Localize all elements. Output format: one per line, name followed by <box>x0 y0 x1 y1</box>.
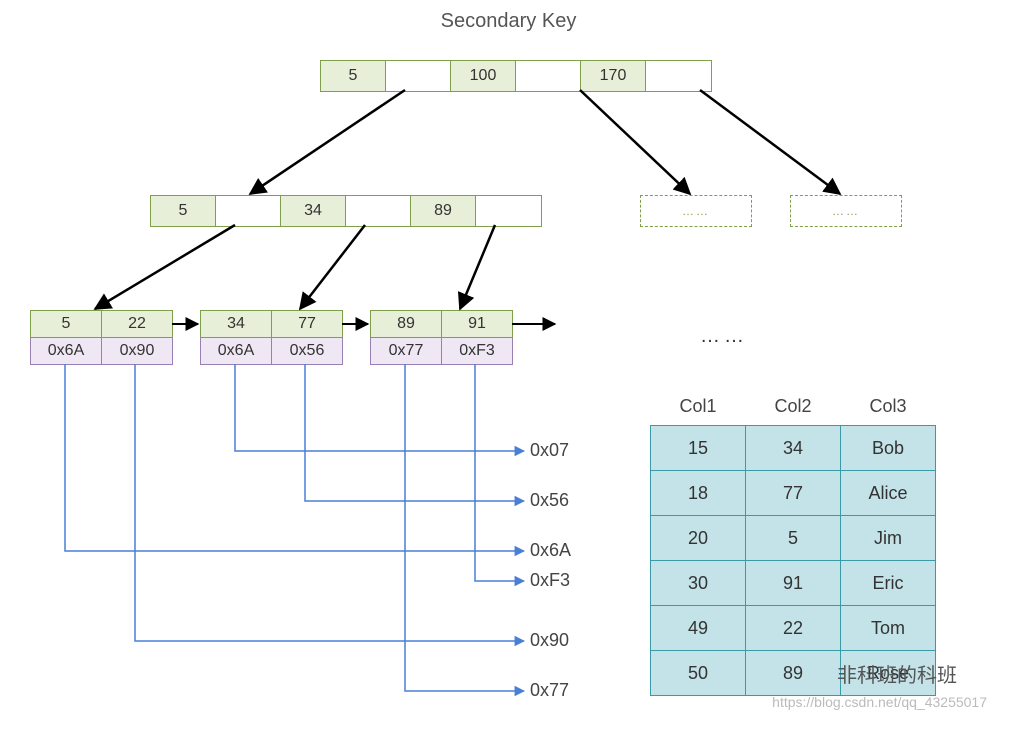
node-cell <box>346 196 411 226</box>
table-cell: 5 <box>746 516 841 561</box>
table-row: 3091Eric <box>651 561 936 606</box>
address-label: 0x6A <box>530 540 571 561</box>
address-label: 0xF3 <box>530 570 570 591</box>
table-cell: 50 <box>651 651 746 696</box>
leaf-key: 22 <box>102 311 172 337</box>
node-cell <box>386 61 451 91</box>
table-row: 4922Tom <box>651 606 936 651</box>
table-cell: 89 <box>746 651 841 696</box>
table-cell: Eric <box>841 561 936 606</box>
table-row: 1534Bob <box>651 426 936 471</box>
node-cell: 170 <box>581 61 646 91</box>
node-cell <box>216 196 281 226</box>
table-header: Col2 <box>746 388 841 426</box>
address-label: 0x77 <box>530 680 569 701</box>
node-cell: 5 <box>151 196 216 226</box>
address-label: 0x56 <box>530 490 569 511</box>
table-cell: 77 <box>746 471 841 516</box>
table-header: Col3 <box>841 388 936 426</box>
leaf-addr: 0xF3 <box>442 338 512 364</box>
address-label: 0x90 <box>530 630 569 651</box>
placeholder-node: …… <box>790 195 902 227</box>
node-cell: 5 <box>321 61 386 91</box>
node-cell: 100 <box>451 61 516 91</box>
leaf-ellipsis: …… <box>700 325 748 348</box>
table-cell: 22 <box>746 606 841 651</box>
level2-node: 5 34 89 <box>150 195 542 227</box>
table-cell: 34 <box>746 426 841 471</box>
table-row: 205Jim <box>651 516 936 561</box>
diagram-title: Secondary Key <box>441 10 577 33</box>
address-label: 0x07 <box>530 440 569 461</box>
table-cell: 30 <box>651 561 746 606</box>
leaf-addr: 0x77 <box>371 338 442 364</box>
node-cell: 34 <box>281 196 346 226</box>
watermark-wechat: 非科班的科班 <box>837 659 957 688</box>
leaf-addr: 0x56 <box>272 338 342 364</box>
table-cell: Tom <box>841 606 936 651</box>
table-cell: 20 <box>651 516 746 561</box>
leaf-key: 34 <box>201 311 272 337</box>
leaf-key: 89 <box>371 311 442 337</box>
placeholder-node: …… <box>640 195 752 227</box>
table-cell: Bob <box>841 426 936 471</box>
table-header: Col1 <box>651 388 746 426</box>
leaf-addr: 0x6A <box>31 338 102 364</box>
table-row: 1877Alice <box>651 471 936 516</box>
table-cell: 15 <box>651 426 746 471</box>
table-cell: Jim <box>841 516 936 561</box>
node-cell <box>476 196 541 226</box>
node-cell: 89 <box>411 196 476 226</box>
leaf-node: 34770x6A0x56 <box>200 310 343 365</box>
table-cell: Alice <box>841 471 936 516</box>
leaf-addr: 0x6A <box>201 338 272 364</box>
leaf-addr: 0x90 <box>102 338 172 364</box>
table-cell: 49 <box>651 606 746 651</box>
leaf-key: 91 <box>442 311 512 337</box>
leaf-node: 89910x770xF3 <box>370 310 513 365</box>
leaf-key: 77 <box>272 311 342 337</box>
table-cell: 91 <box>746 561 841 606</box>
leaf-key: 5 <box>31 311 102 337</box>
root-node: 5 100 170 <box>320 60 712 92</box>
node-cell <box>516 61 581 91</box>
data-table: Col1Col2Col31534Bob1877Alice205Jim3091Er… <box>650 388 936 696</box>
table-cell: 18 <box>651 471 746 516</box>
leaf-node: 5220x6A0x90 <box>30 310 173 365</box>
node-cell <box>646 61 711 91</box>
watermark-url: https://blog.csdn.net/qq_43255017 <box>772 694 987 710</box>
